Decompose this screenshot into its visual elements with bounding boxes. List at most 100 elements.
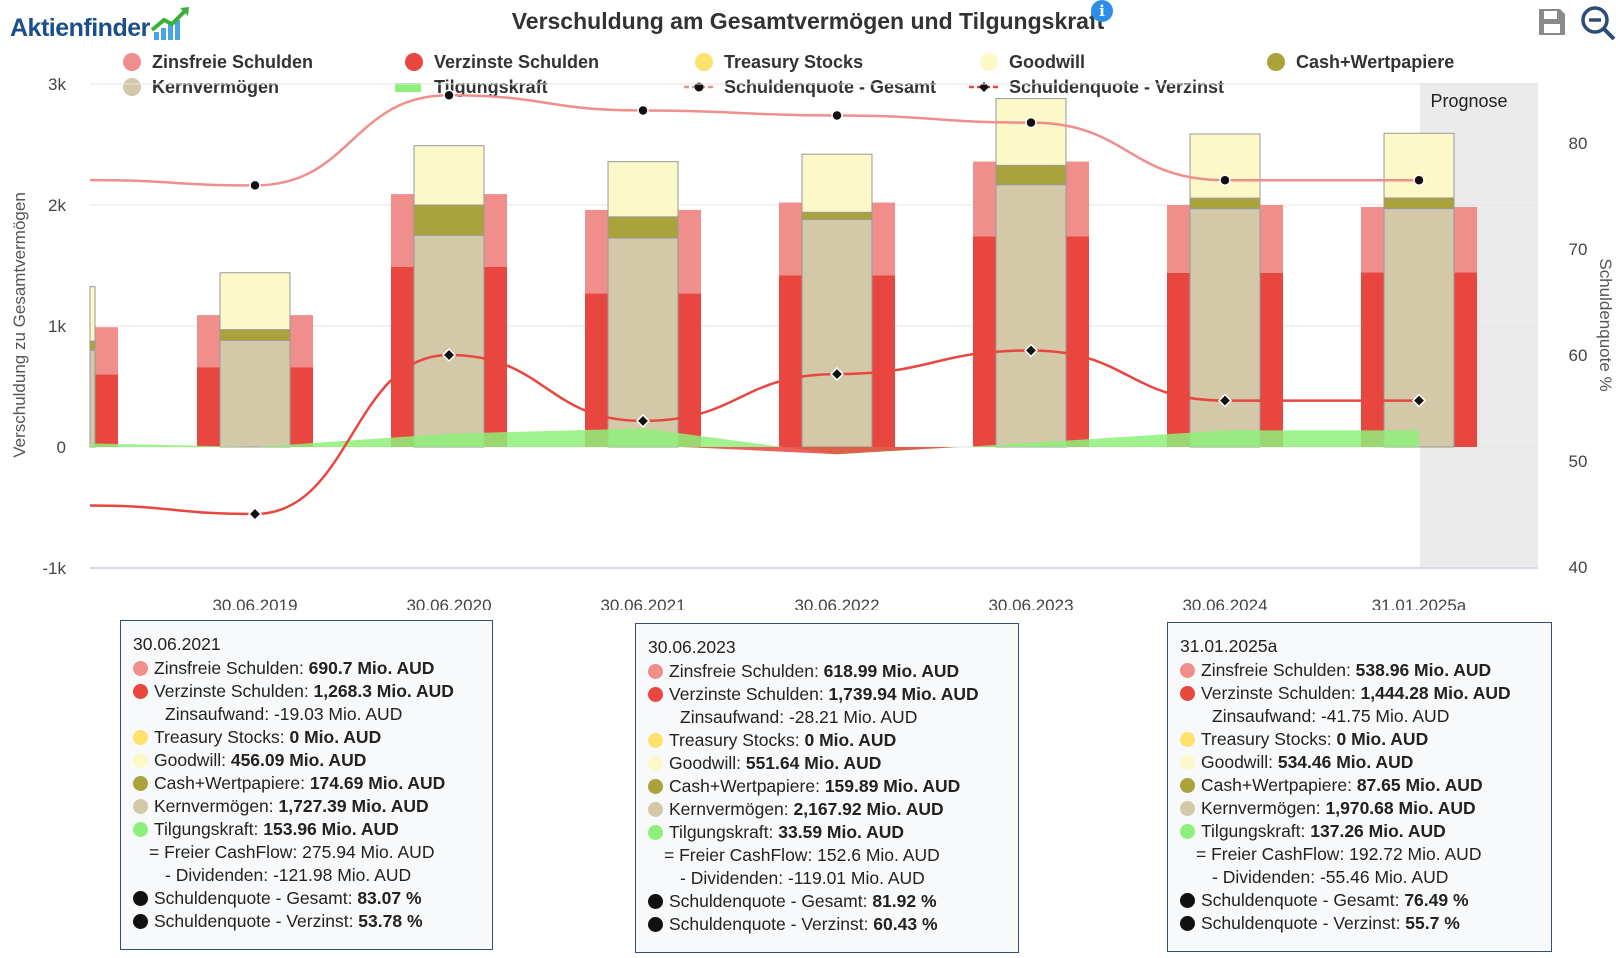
tooltip-row: = Freier CashFlow: 275.94 Mio. AUD	[133, 841, 480, 864]
tooltip-row: = Freier CashFlow: 192.72 Mio. AUD	[1180, 843, 1539, 866]
forecast-label: Prognose	[1430, 91, 1507, 111]
tooltip-row: Schuldenquote - Verzinst: 60.43 %	[648, 913, 1006, 936]
point-schuldenquote-verzinst[interactable]	[441, 347, 457, 363]
tooltip-31-01-2025a: 31.01.2025a Zinsfreie Schulden: 538.96 Mi…	[1167, 622, 1552, 952]
tooltip-row-label: Zinsfreie Schulden:	[154, 658, 309, 678]
tooltip-row: Zinsfreie Schulden: 618.99 Mio. AUD	[648, 660, 1006, 683]
axes: -1k 0 1k 2k 3k 40 50 60 70 80 Verschuldung zu Gesa…	[10, 75, 1615, 610]
legend-item-zinsfreie-schulden[interactable]: Zinsfreie Schulden	[123, 52, 313, 72]
bar-zinsfreie-schulden	[95, 327, 118, 375]
tooltip-row-value: 456.09 Mio. AUD	[230, 750, 367, 770]
tooltip-row-value: 1,970.68 Mio. AUD	[1325, 798, 1476, 818]
tooltip-row-value: 174.69 Mio. AUD	[309, 773, 446, 793]
tooltip-row-label: Zinsaufwand: -41.75 Mio. AUD	[1212, 706, 1450, 726]
tooltip-row-value: 159.89 Mio. AUD	[824, 776, 961, 796]
bar-kernvermoegen	[89, 349, 96, 448]
series-dot-icon	[133, 891, 148, 906]
save-icon[interactable]	[1536, 6, 1568, 38]
bar-verzinste-schulden	[1454, 272, 1477, 447]
zoom-out-icon[interactable]	[1580, 4, 1616, 42]
tooltip-row-label: - Dividenden: -55.46 Mio. AUD	[1212, 867, 1449, 887]
bar-cash-wertpapiere	[1383, 197, 1455, 210]
tooltip-row-label: Zinsaufwand: -28.21 Mio. AUD	[680, 707, 918, 727]
point-schuldenquote-gesamt[interactable]	[249, 179, 261, 192]
bar-zinsfreie-schulden	[391, 194, 414, 267]
tooltip-row-label: Kernvermögen:	[154, 796, 279, 816]
legend-item-schuldenquote-verzinst[interactable]: Schuldenquote - Verzinst	[969, 77, 1224, 97]
brand-logo[interactable]: Aktienfinder	[10, 14, 150, 42]
bar-verzinste-schulden	[779, 275, 802, 447]
y-tick-label: 0	[57, 438, 66, 457]
area-tilgungskraft-negative	[683, 447, 957, 455]
tooltip-row-label: Kernvermögen:	[1201, 798, 1326, 818]
tooltip-row-label: Schuldenquote - Verzinst:	[154, 911, 359, 931]
y-axis-title: Verschuldung zu Gesamtvermögen	[10, 192, 29, 458]
legend-item-tilgungskraft[interactable]: Tilgungskraft	[395, 77, 548, 97]
tooltip-row: Goodwill: 534.46 Mio. AUD	[1180, 751, 1539, 774]
bar-verzinste-schulden	[95, 374, 118, 447]
legend-item-kernvermögen[interactable]: Kernvermögen	[123, 77, 279, 97]
chart-area: Zinsfreie Schulden Verzinste Schulden Trea…	[10, 52, 1615, 610]
tooltip-row: Kernvermögen: 1,970.68 Mio. AUD	[1180, 797, 1539, 820]
series-dot-icon	[1180, 893, 1195, 908]
series-dot-icon	[648, 733, 663, 748]
tooltip-row: Zinsfreie Schulden: 538.96 Mio. AUD	[1180, 659, 1539, 682]
legend-item-goodwill[interactable]: Goodwill	[980, 52, 1085, 72]
bar-verzinste-schulden	[290, 367, 313, 447]
point-schuldenquote-gesamt[interactable]	[1219, 174, 1231, 186]
point-schuldenquote-verzinst[interactable]	[1023, 343, 1039, 358]
tooltip-row-value: 137.26 Mio. AUD	[1310, 821, 1446, 841]
y2-tick-label: 40	[1569, 558, 1588, 577]
bar-verzinste-schulden	[973, 236, 996, 447]
tooltip-row: Cash+Wertpapiere: 174.69 Mio. AUD	[133, 772, 480, 795]
series-dot-icon	[648, 825, 663, 840]
tooltip-row-value: 83.07 %	[357, 888, 422, 908]
line-schuldenquote-gesamt	[89, 94, 1419, 187]
legend-item-treasury-stocks[interactable]: Treasury Stocks	[695, 52, 863, 72]
legend-label: Verzinste Schulden	[434, 52, 599, 72]
legend-marker	[395, 83, 421, 92]
legend-label: Kernvermögen	[152, 77, 279, 97]
legend-item-cash-wertpapiere[interactable]: Cash+Wertpapiere	[1267, 52, 1454, 72]
x-tick-label: 30.06.2020	[406, 596, 491, 610]
point-schuldenquote-verzinst[interactable]	[829, 367, 845, 382]
series-dot-icon	[133, 914, 148, 929]
point-schuldenquote-gesamt[interactable]	[1025, 116, 1037, 129]
point-schuldenquote-verzinst[interactable]	[635, 413, 651, 428]
point-schuldenquote-gesamt[interactable]	[831, 109, 843, 122]
tooltip-row-value: 153.96 Mio. AUD	[263, 819, 399, 839]
bar-goodwill	[607, 161, 679, 218]
x-tick-label: 30.06.2022	[794, 596, 879, 610]
tooltip-row-label: = Freier CashFlow: 192.72 Mio. AUD	[1196, 844, 1482, 864]
chart-title: Verschuldung am Gesamtvermögen und Tilgu…	[511, 8, 1105, 34]
tooltip-row-label: Verzinste Schulden:	[669, 684, 829, 704]
logo-chart-icon	[150, 7, 189, 40]
bar-verzinste-schulden	[391, 266, 414, 447]
legend-marker	[123, 78, 141, 96]
point-schuldenquote-gesamt[interactable]	[443, 89, 455, 102]
legend-label: Zinsfreie Schulden	[152, 52, 313, 72]
bar-verzinste-schulden	[1167, 272, 1190, 447]
tooltip-row-label: Zinsaufwand: -19.03 Mio. AUD	[165, 704, 403, 724]
y-tick-label: 1k	[48, 317, 66, 336]
info-icon[interactable]: i	[1091, 0, 1113, 22]
point-schuldenquote-gesamt[interactable]	[1413, 174, 1425, 186]
point-schuldenquote-verzinst[interactable]	[1217, 393, 1233, 408]
point-schuldenquote-gesamt[interactable]	[637, 104, 649, 117]
point-schuldenquote-verzinst[interactable]	[1411, 393, 1427, 408]
bar-zinsfreie-schulden	[1167, 205, 1190, 273]
tooltip-row: Cash+Wertpapiere: 87.65 Mio. AUD	[1180, 774, 1539, 797]
point-schuldenquote-verzinst[interactable]	[247, 506, 263, 522]
bar-goodwill	[801, 153, 873, 213]
tooltip-row-value: 1,444.28 Mio. AUD	[1360, 683, 1511, 703]
y2-tick-label: 70	[1569, 240, 1588, 259]
x-tick-label: 30.06.2021	[600, 596, 685, 610]
legend-item-verzinste-schulden[interactable]: Verzinste Schulden	[405, 52, 599, 72]
x-tick-label: 30.06.2023	[988, 596, 1073, 610]
tooltip-row-value: 0 Mio. AUD	[289, 727, 382, 747]
tooltip-row: Zinsaufwand: -19.03 Mio. AUD	[133, 703, 480, 726]
tooltip-row-label: Tilgungskraft:	[1201, 821, 1311, 841]
legend-item-schuldenquote-gesamt[interactable]: Schuldenquote - Gesamt	[684, 77, 936, 97]
tooltip-row-label: Schuldenquote - Verzinst:	[1201, 913, 1406, 933]
legend-label: Treasury Stocks	[724, 52, 863, 72]
